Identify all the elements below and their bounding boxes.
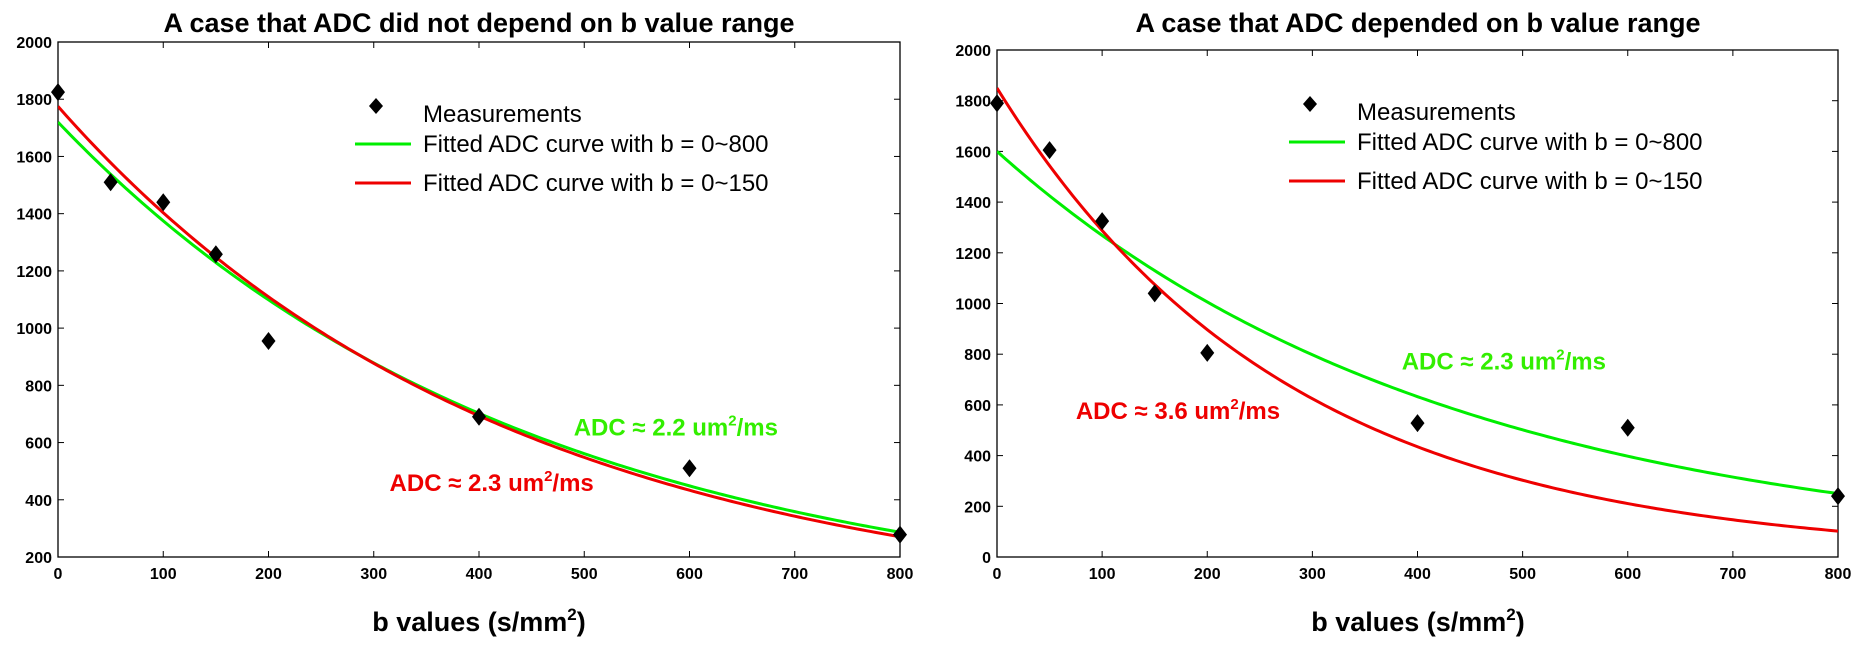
legend-label-measurements: Measurements: [423, 101, 582, 128]
measurement-point: [261, 331, 276, 350]
y-tick-label: 1600: [955, 144, 991, 161]
plot-area-frame: [996, 49, 1839, 558]
legend-label-2: Fitted ADC curve with b = 0~150: [1357, 168, 1703, 195]
x-tick-label: 100: [1089, 566, 1116, 583]
measurement-point: [1831, 487, 1845, 506]
fitted-curve-2: [997, 87, 1838, 533]
x-tick-label: 300: [1299, 566, 1326, 583]
legend-marker-measurements: [369, 98, 383, 114]
chart-title: A case that ADC did not depend on b valu…: [163, 8, 794, 38]
x-tick-label: 500: [1509, 566, 1536, 583]
legend-label-2: Fitted ADC curve with b = 0~150: [423, 170, 769, 197]
y-tick-label: 200: [964, 499, 991, 516]
measurement-point: [208, 245, 223, 264]
legend-label-measurements: Measurements: [1357, 99, 1516, 126]
adc-annotation-1: ADC ≈ 2.3 um2/ms: [1402, 346, 1606, 375]
y-tick-label: 1600: [16, 149, 52, 166]
y-tick-label: 1800: [16, 92, 52, 109]
x-tick-label: 800: [887, 566, 914, 583]
x-tick-label: 700: [781, 566, 808, 583]
x-tick-label: 0: [993, 566, 1002, 583]
y-tick-label: 600: [25, 436, 52, 453]
y-tick-label: 1000: [955, 297, 991, 314]
x-tick-label: 800: [1825, 566, 1852, 583]
x-tick-label: 200: [1194, 566, 1221, 583]
measurement-point: [472, 407, 486, 426]
measurement-point: [1095, 212, 1110, 231]
y-tick-label: 600: [964, 398, 991, 415]
x-tick-label: 600: [1614, 566, 1641, 583]
y-tick-label: 2000: [955, 43, 991, 60]
measurement-point: [893, 525, 907, 544]
adc-annotation-2: ADC ≈ 2.3 um2/ms: [390, 468, 594, 497]
y-tick-label: 400: [25, 493, 52, 510]
y-tick-label: 1000: [16, 321, 52, 338]
measurement-point: [1042, 141, 1057, 160]
adc-annotation-2: ADC ≈ 3.6 um2/ms: [1076, 396, 1280, 425]
x-tick-label: 600: [676, 566, 703, 583]
chart-title: A case that ADC depended on b value rang…: [1135, 8, 1700, 38]
chart-panel-2: A case that ADC depended on b value rang…: [955, 8, 1851, 637]
y-tick-label: 1400: [955, 195, 991, 212]
measurement-point: [1620, 418, 1635, 437]
measurement-point: [990, 94, 1004, 113]
x-tick-label: 0: [54, 566, 63, 583]
measurement-point: [51, 83, 65, 102]
y-tick-label: 2000: [16, 35, 52, 52]
x-tick-label: 700: [1720, 566, 1747, 583]
legend: Measurements Fitted ADC curve with b = 0~…: [1289, 96, 1703, 195]
legend-label-1: Fitted ADC curve with b = 0~800: [423, 131, 769, 158]
y-tick-label: 800: [25, 378, 52, 395]
y-tick-label: 400: [964, 449, 991, 466]
fitted-curve-1: [997, 150, 1838, 496]
y-tick-label: 800: [964, 347, 991, 364]
chart-panel-1: A case that ADC did not depend on b valu…: [16, 8, 913, 637]
x-tick-label: 100: [150, 566, 177, 583]
measurement-point: [682, 459, 697, 478]
x-tick-label: 400: [1404, 566, 1431, 583]
y-tick-label: 1800: [955, 94, 991, 111]
adc-annotation-1: ADC ≈ 2.2 um2/ms: [574, 412, 778, 441]
legend-label-1: Fitted ADC curve with b = 0~800: [1357, 129, 1703, 156]
x-tick-label: 300: [360, 566, 387, 583]
x-tick-label: 500: [571, 566, 598, 583]
x-tick-label: 400: [466, 566, 493, 583]
y-tick-label: 0: [982, 550, 991, 567]
legend-marker-measurements: [1303, 96, 1317, 112]
x-tick-label: 200: [255, 566, 282, 583]
legend: Measurements Fitted ADC curve with b = 0~…: [355, 98, 769, 197]
x-axis-label: b values (s/mm2): [1311, 605, 1525, 637]
measurement-point: [1410, 414, 1425, 433]
measurement-point: [1147, 284, 1162, 303]
measurement-point: [103, 173, 118, 192]
x-axis-label: b values (s/mm2): [372, 605, 586, 637]
y-tick-label: 1200: [16, 264, 52, 281]
measurement-point: [1200, 343, 1215, 362]
y-tick-label: 1400: [16, 207, 52, 224]
y-tick-label: 1200: [955, 246, 991, 263]
measurement-point: [156, 193, 171, 212]
y-tick-label: 200: [25, 550, 52, 567]
